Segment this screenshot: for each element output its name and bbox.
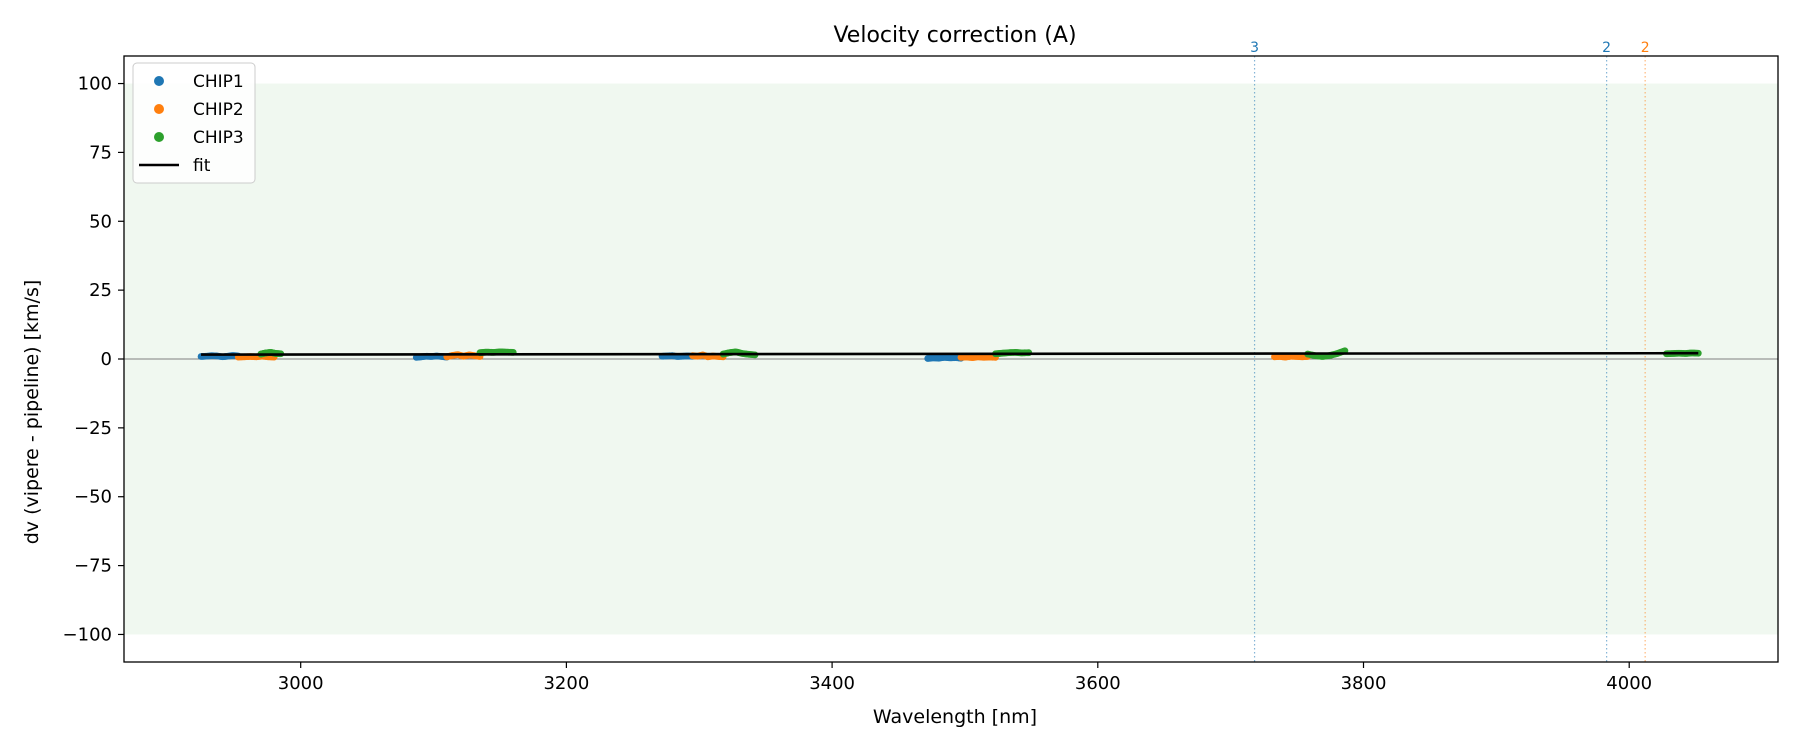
x-tick-label-2: 3400 xyxy=(809,673,855,694)
vertical-markers: 3 2 2 xyxy=(1250,40,1650,662)
marker-label-2: 2 xyxy=(1641,40,1650,56)
y-tick-label-0: 100 xyxy=(78,74,112,95)
x-axis-ticks: 3000 3200 3400 3600 3800 4000 xyxy=(278,662,1652,694)
marker-label-0: 3 xyxy=(1250,40,1259,56)
legend-marker-chip1 xyxy=(154,76,164,86)
y-tick-label-4: 0 xyxy=(101,349,112,370)
y-tick-label-5: −25 xyxy=(74,418,112,439)
x-tick-label-3: 3600 xyxy=(1075,673,1121,694)
legend-label-chip3: CHIP3 xyxy=(193,128,244,148)
y-tick-label-6: −50 xyxy=(74,487,112,508)
legend-label-fit: fit xyxy=(193,156,211,176)
chart-title: Velocity correction (A) xyxy=(833,23,1076,48)
x-tick-label-1: 3200 xyxy=(543,673,589,694)
legend-label-chip2: CHIP2 xyxy=(193,100,244,120)
y-tick-label-8: −100 xyxy=(63,624,112,645)
x-tick-label-4: 3800 xyxy=(1341,673,1387,694)
x-tick-label-0: 3000 xyxy=(278,673,324,694)
y-tick-label-1: 75 xyxy=(89,142,112,163)
x-tick-label-5: 4000 xyxy=(1606,673,1652,694)
legend-marker-chip2 xyxy=(154,104,164,114)
plot-area: 3 2 2 xyxy=(123,40,1779,663)
y-tick-label-3: 25 xyxy=(89,280,112,301)
y-tick-label-2: 50 xyxy=(89,211,112,232)
fit-line xyxy=(201,351,1699,356)
legend-label-chip1: CHIP1 xyxy=(193,72,244,92)
x-axis-label: Wavelength [nm] xyxy=(873,706,1037,728)
legend-marker-chip3 xyxy=(154,132,164,142)
y-tick-label-7: −75 xyxy=(74,556,112,577)
y-axis-ticks: 100 75 50 25 0 −25 −50 −75 −100 xyxy=(63,74,124,645)
marker-label-1: 2 xyxy=(1602,40,1611,56)
y-axis-label: dv (vipere - pipeline) [km/s] xyxy=(21,280,43,545)
legend-box xyxy=(132,62,256,184)
legend: CHIP1 CHIP2 CHIP3 fit xyxy=(132,62,256,184)
